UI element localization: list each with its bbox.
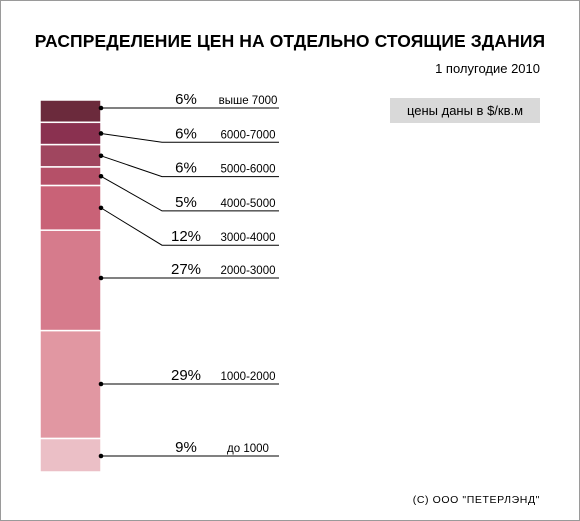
range-label: до 1000 bbox=[227, 443, 269, 455]
leader-dot bbox=[98, 381, 104, 387]
copyright: (С) ООО "ПЕТЕРЛЭНД" bbox=[412, 494, 540, 506]
percent-label: 6% bbox=[175, 160, 197, 177]
bar-segment bbox=[39, 143, 102, 168]
leader-dot bbox=[98, 105, 104, 111]
percent-label: 5% bbox=[175, 194, 197, 211]
leader-dot bbox=[98, 153, 104, 159]
range-label: 5000-6000 bbox=[221, 164, 276, 176]
percent-label: 9% bbox=[175, 439, 197, 456]
range-label: 2000-3000 bbox=[221, 265, 276, 277]
bar-segment bbox=[39, 329, 102, 440]
range-label: выше 7000 bbox=[219, 95, 278, 107]
leader-dot bbox=[98, 131, 104, 136]
percent-label: 12% bbox=[171, 228, 201, 245]
leader-line bbox=[100, 132, 279, 143]
bar-segment bbox=[39, 166, 102, 187]
bar-segment bbox=[39, 229, 102, 332]
leader-line bbox=[100, 175, 279, 212]
leader-line bbox=[100, 207, 279, 246]
unit-note: цены даны в $/кв.м bbox=[390, 98, 540, 123]
leader-dot bbox=[98, 173, 104, 179]
chart-title: РАСПРЕДЕЛЕНИЕ ЦЕН НА ОТДЕЛЬНО СТОЯЩИЕ ЗД… bbox=[34, 31, 546, 51]
range-label: 4000-5000 bbox=[221, 198, 276, 210]
percent-label: 29% bbox=[171, 367, 201, 384]
leader-dot bbox=[98, 453, 104, 459]
percent-label: 6% bbox=[175, 91, 197, 108]
leader-dot bbox=[98, 205, 104, 211]
bar-segment bbox=[39, 99, 102, 124]
leader-line bbox=[100, 155, 279, 178]
range-label: 1000-2000 bbox=[221, 371, 276, 383]
bar-segment bbox=[39, 184, 102, 231]
percent-label: 27% bbox=[171, 261, 201, 278]
range-label: 3000-4000 bbox=[221, 232, 276, 244]
percent-label: 6% bbox=[175, 125, 197, 142]
bar-segment bbox=[39, 437, 102, 473]
range-label: 6000-7000 bbox=[221, 129, 276, 141]
chart-subtitle: 1 полугодие 2010 bbox=[435, 61, 540, 76]
leader-dot bbox=[98, 275, 104, 281]
bar-segment bbox=[39, 121, 102, 146]
